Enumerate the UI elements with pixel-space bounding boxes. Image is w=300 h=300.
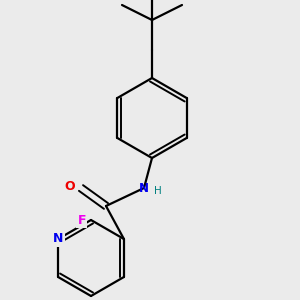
Text: H: H bbox=[154, 186, 162, 196]
Text: F: F bbox=[77, 214, 86, 226]
Text: O: O bbox=[64, 179, 75, 193]
Text: N: N bbox=[53, 232, 63, 245]
Text: N: N bbox=[139, 182, 149, 196]
